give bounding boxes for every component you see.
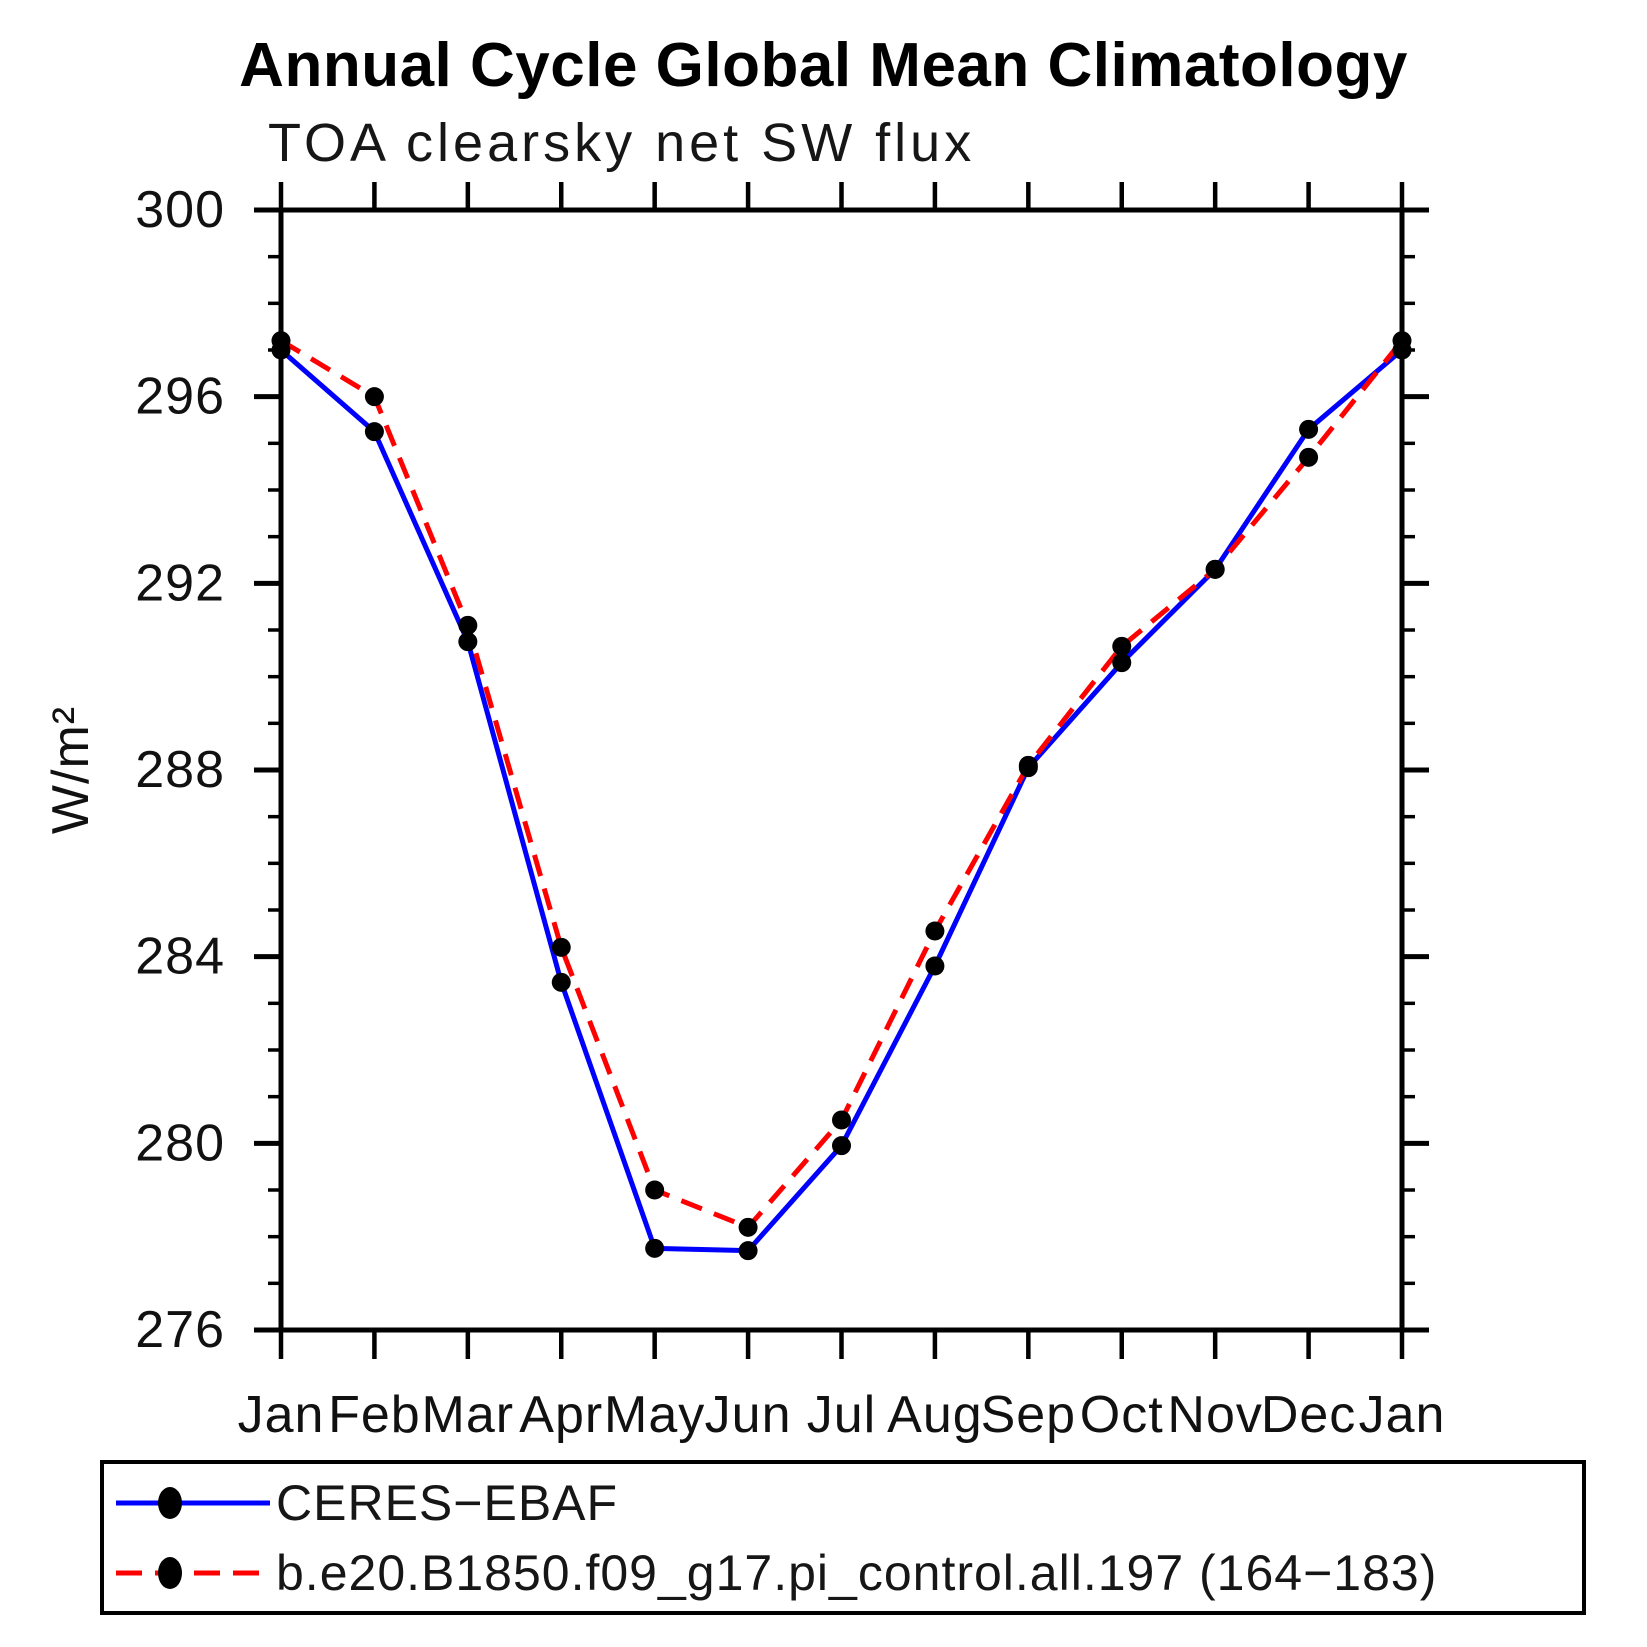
data-point-marker [645, 1180, 665, 1200]
data-point-marker [551, 972, 571, 992]
data-point-marker [738, 1241, 758, 1261]
data-point-marker [1299, 419, 1319, 439]
data-point-marker [738, 1217, 758, 1237]
legend-item-ceres: CERES−EBAF [114, 1472, 1572, 1534]
data-point-marker [1112, 653, 1132, 673]
legend-item-model: b.e20.B1850.f09_g17.pi_control.all.197 (… [114, 1542, 1572, 1604]
data-point-marker [1112, 636, 1132, 656]
y-tick-label: 300 [135, 181, 225, 239]
y-axis-unit-label: W/m² [42, 706, 100, 834]
data-point-marker [1299, 447, 1319, 467]
x-tick-label: Jun [705, 1386, 792, 1444]
legend-label-model: b.e20.B1850.f09_g17.pi_control.all.197 (… [276, 1544, 1438, 1601]
x-tick-label: Jan [238, 1386, 325, 1444]
plot-frame [278, 207, 1405, 1333]
data-point-marker [271, 331, 291, 351]
data-point-marker [925, 956, 945, 976]
model-line-sample [116, 1556, 270, 1589]
data-point-marker [1205, 559, 1225, 579]
x-tick-label: Dec [1261, 1386, 1356, 1444]
data-point-marker [925, 921, 945, 941]
data-point-marker [1018, 755, 1038, 775]
chart-subtitle: TOA clearsky net SW flux [268, 113, 976, 173]
x-tick-label: Jan [1359, 1386, 1446, 1444]
legend-label-ceres: CERES−EBAF [276, 1474, 619, 1531]
y-tick-label: 284 [135, 928, 225, 986]
x-tick-label: May [604, 1386, 705, 1444]
y-tick-label: 288 [135, 741, 225, 799]
y-tick-label: 292 [135, 554, 225, 612]
data-point-marker [645, 1238, 665, 1258]
data-point-marker [1392, 331, 1412, 351]
x-tick-label: Jul [807, 1386, 876, 1444]
data-point-marker [458, 632, 478, 652]
ceres-marker-icon [158, 1486, 182, 1519]
data-point-marker [458, 615, 478, 635]
model-series-line [279, 338, 1404, 1230]
data-point-marker [364, 387, 384, 407]
x-tick-label: Apr [519, 1386, 603, 1444]
data-point-marker [364, 422, 384, 442]
x-tick-label: Nov [1167, 1386, 1262, 1444]
chart-title: Annual Cycle Global Mean Climatology [239, 31, 1408, 100]
ceres-line-sample [116, 1486, 270, 1519]
y-tick-label: 296 [135, 368, 225, 426]
data-point-marker [832, 1110, 851, 1130]
x-tick-label: Feb [328, 1386, 421, 1444]
x-tick-label: Oct [1080, 1386, 1164, 1444]
data-point-marker [832, 1136, 851, 1156]
x-tick-label: Aug [887, 1386, 983, 1444]
y-tick-label: 276 [135, 1301, 225, 1359]
x-tick-label: Sep [981, 1386, 1077, 1444]
y-tick-label: 280 [135, 1114, 225, 1172]
legend: CERES−EBAF b.e20.B1850.f09_g17.pi_contro… [100, 1460, 1586, 1615]
x-tick-label: Mar [422, 1386, 515, 1444]
model-marker-icon [158, 1556, 182, 1589]
data-point-marker [551, 937, 571, 957]
